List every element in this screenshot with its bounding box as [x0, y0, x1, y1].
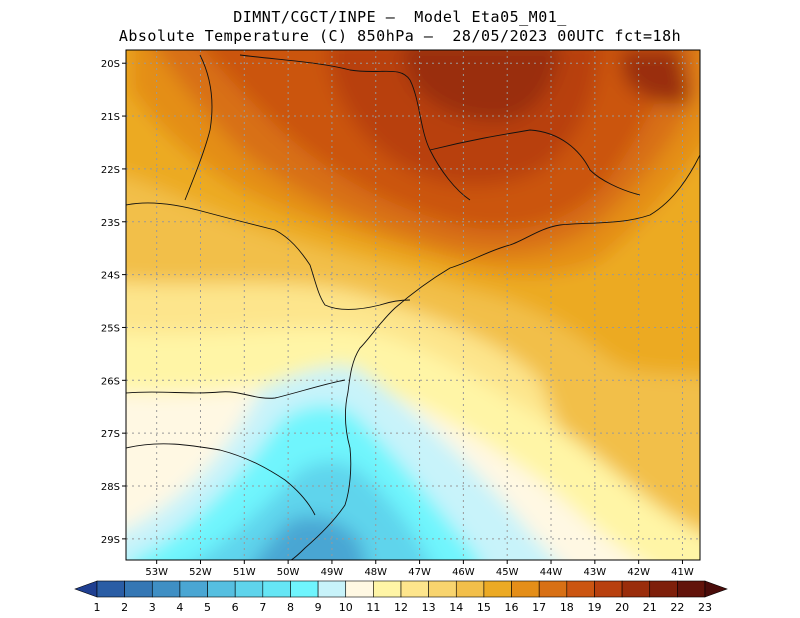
map-frame	[125, 49, 701, 561]
colorbar-box	[262, 580, 291, 598]
colorbar-label: 23	[698, 601, 712, 614]
lat-label: 27S	[101, 429, 120, 440]
lon-label: 43W	[584, 567, 607, 578]
colorbar-label: 11	[366, 601, 380, 614]
title-line-1: DIMNT/CGCT/INPE – Model Eta05_M01_	[233, 8, 567, 26]
colorbar-over	[704, 580, 728, 598]
colorbar-label: 19	[587, 601, 601, 614]
colorbar-label: 20	[615, 601, 629, 614]
lon-label: 51W	[233, 567, 256, 578]
colorbar-label: 12	[394, 601, 408, 614]
colorbar-box	[538, 580, 568, 598]
colorbar-under	[74, 580, 98, 598]
state-border-1	[126, 202, 411, 310]
colorbar-label: 22	[670, 601, 684, 614]
colorbar-label: 5	[204, 601, 211, 614]
colorbar-box	[373, 580, 402, 598]
colorbar-box	[124, 580, 153, 598]
colorbar-label: 1	[94, 601, 101, 614]
temperature-field	[126, 50, 700, 560]
colorbar-label: 4	[176, 601, 183, 614]
lon-label: 45W	[496, 567, 519, 578]
colorbar-box	[151, 580, 181, 598]
colorbar-box	[566, 580, 595, 598]
colorbar-box	[621, 580, 651, 598]
colorbar-label: 16	[505, 601, 519, 614]
colorbar-box	[179, 580, 208, 598]
state-border-5	[239, 54, 471, 201]
lat-label: 29S	[101, 535, 120, 546]
lon-label: 52W	[189, 567, 212, 578]
lat-label: 26S	[101, 376, 120, 387]
lon-label: 46W	[452, 567, 475, 578]
colorbar-box	[96, 580, 125, 598]
lat-label: 20S	[101, 59, 120, 70]
lon-label: 53W	[145, 567, 168, 578]
colorbar-label: 9	[315, 601, 322, 614]
borders	[126, 54, 700, 560]
colorbar-label: 21	[643, 601, 657, 614]
colorbar-box	[649, 580, 678, 598]
colorbar-label: 14	[449, 601, 463, 614]
lon-label: 50W	[277, 567, 300, 578]
colorbar-label: 17	[532, 601, 546, 614]
lon-label: 48W	[364, 567, 387, 578]
state-border-4	[184, 54, 213, 201]
title-line-2: Absolute Temperature (C) 850hPa – 28/05/…	[118, 27, 682, 45]
lat-label: 25S	[101, 323, 120, 334]
colorbar-box	[428, 580, 457, 598]
colorbar-label: 15	[477, 601, 491, 614]
lat-label: 24S	[101, 271, 120, 282]
colorbar-label: 3	[149, 601, 156, 614]
colorbar-box	[511, 580, 540, 598]
colorbar-label: 13	[422, 601, 436, 614]
grid-lines	[126, 50, 700, 560]
state-border-3	[126, 443, 316, 516]
lon-label: 49W	[321, 567, 344, 578]
colorbar-box	[317, 580, 347, 598]
state-border-6	[429, 129, 641, 196]
lat-label: 23S	[101, 218, 120, 229]
colorbar-box	[594, 580, 623, 598]
colorbar-box	[400, 580, 429, 598]
coastline	[290, 154, 700, 560]
colorbar-label: 8	[287, 601, 294, 614]
state-border-2	[126, 379, 346, 399]
colorbar-label: 6	[232, 601, 239, 614]
colorbar-box	[455, 580, 485, 598]
lat-label: 22S	[101, 165, 120, 176]
colorbar-label: 2	[121, 601, 128, 614]
colorbar: 1 2 3 4 5 6 7 8 9 10 11 12 13 14 15 16 17 18 19 20 21 22 23	[74, 580, 728, 614]
lon-label: 47W	[408, 567, 431, 578]
longitude-axis: 53W 52W 51W 50W 49W 48W 47W 46W 45W 44W 43W 42W 41W	[145, 560, 694, 578]
lon-label: 42W	[627, 567, 650, 578]
lon-label: 41W	[671, 567, 694, 578]
latitude-axis: 20S 21S 22S 23S 24S 25S 26S 27S 28S 29S	[101, 59, 126, 546]
colorbar-box	[345, 580, 374, 598]
colorbar-label: 10	[339, 601, 353, 614]
colorbar-box	[207, 580, 236, 598]
colorbar-box	[290, 580, 319, 598]
lat-label: 21S	[101, 112, 120, 123]
lon-label: 44W	[540, 567, 563, 578]
colorbar-label: 18	[560, 601, 574, 614]
colorbar-label: 7	[259, 601, 266, 614]
colorbar-box	[677, 580, 706, 598]
colorbar-box	[483, 580, 512, 598]
lat-label: 28S	[101, 482, 120, 493]
colorbar-box	[234, 580, 264, 598]
